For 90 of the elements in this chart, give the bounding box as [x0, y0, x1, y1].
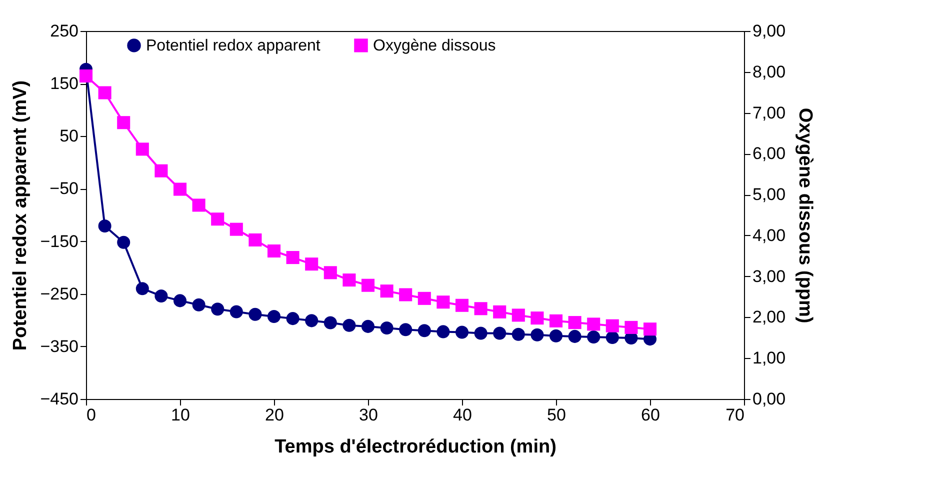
point — [211, 302, 224, 316]
point — [286, 251, 300, 264]
y-tick-label: 250 — [50, 22, 78, 40]
y-tick-label: −350 — [40, 336, 78, 356]
point — [267, 310, 281, 323]
point — [136, 282, 149, 296]
point — [267, 244, 281, 258]
y2-tick-label: 9,00 — [752, 22, 786, 40]
point — [568, 330, 582, 343]
point — [455, 326, 469, 339]
y2-tick-label: 5,00 — [752, 185, 786, 204]
point — [399, 288, 412, 302]
y2-tick-label: 0,00 — [752, 390, 786, 408]
point — [324, 266, 337, 280]
y-tick-label: −250 — [40, 284, 78, 304]
y2-tick-label: 2,00 — [752, 308, 786, 327]
point — [117, 236, 130, 249]
point — [549, 314, 563, 328]
point — [493, 326, 506, 340]
point — [154, 164, 168, 178]
y-tick-label: −450 — [40, 390, 78, 408]
point — [361, 278, 375, 292]
y2-tick-label: 3,00 — [752, 266, 786, 286]
y-tick-label: 50 — [60, 126, 78, 146]
point — [248, 233, 262, 246]
point — [530, 328, 544, 342]
x-tick-label: 10 — [171, 406, 190, 424]
point — [136, 142, 149, 156]
point — [512, 308, 525, 322]
point — [324, 316, 337, 330]
x-tick-label: 50 — [547, 406, 566, 424]
point — [98, 86, 112, 100]
point — [342, 318, 356, 332]
point — [587, 330, 600, 344]
point — [587, 318, 600, 331]
point — [568, 316, 582, 330]
legend-label: Potentiel redox apparent — [146, 37, 321, 54]
y2-tick-label: 7,00 — [752, 103, 786, 122]
y2-axis-title: Oxygène dissous (ppm) — [794, 108, 816, 324]
point — [380, 322, 394, 335]
point — [549, 329, 563, 342]
point — [230, 305, 243, 318]
point — [286, 312, 300, 326]
y2-tick-label: 8,00 — [752, 62, 786, 82]
point — [606, 319, 619, 332]
point — [117, 116, 130, 130]
point — [79, 69, 93, 82]
x-tick-label: 70 — [726, 406, 744, 424]
point — [305, 258, 318, 271]
point — [455, 298, 469, 312]
point — [418, 324, 431, 338]
point — [173, 182, 187, 196]
x-tick-label: 30 — [359, 406, 378, 424]
point — [98, 220, 112, 233]
y-tick-label: −150 — [40, 232, 78, 251]
point — [173, 294, 187, 308]
x-tick-label: 40 — [453, 406, 472, 424]
point — [230, 222, 243, 236]
y-tick-label: −50 — [50, 179, 78, 198]
y2-tick-label: 4,00 — [752, 226, 786, 245]
point — [530, 312, 544, 325]
point — [342, 273, 356, 287]
y-axis-title: Potentiel redox apparent (mV) — [10, 80, 32, 351]
point — [154, 289, 168, 302]
point — [192, 298, 206, 312]
x-tick-label: 0 — [86, 406, 96, 424]
x-axis-title: Temps d'électroréduction (min) — [274, 436, 556, 458]
point — [361, 320, 375, 333]
x-tick-label: 20 — [265, 406, 284, 424]
point — [512, 328, 525, 341]
point — [493, 305, 506, 318]
point — [624, 320, 638, 334]
point — [380, 284, 394, 298]
point — [418, 292, 431, 305]
point — [192, 198, 206, 212]
legend-label: Oxygène dissous — [373, 37, 496, 54]
point — [305, 314, 318, 328]
x-tick-label: 60 — [641, 406, 660, 424]
y2-tick-label: 1,00 — [752, 348, 786, 368]
point — [474, 326, 488, 340]
point — [474, 302, 488, 316]
point — [248, 308, 262, 321]
point — [436, 296, 450, 309]
point — [211, 212, 224, 226]
point — [436, 325, 450, 338]
y2-tick-label: 6,00 — [752, 144, 786, 164]
y-tick-label: 150 — [50, 74, 78, 94]
point — [606, 330, 619, 344]
point — [399, 323, 412, 336]
point — [643, 322, 657, 336]
